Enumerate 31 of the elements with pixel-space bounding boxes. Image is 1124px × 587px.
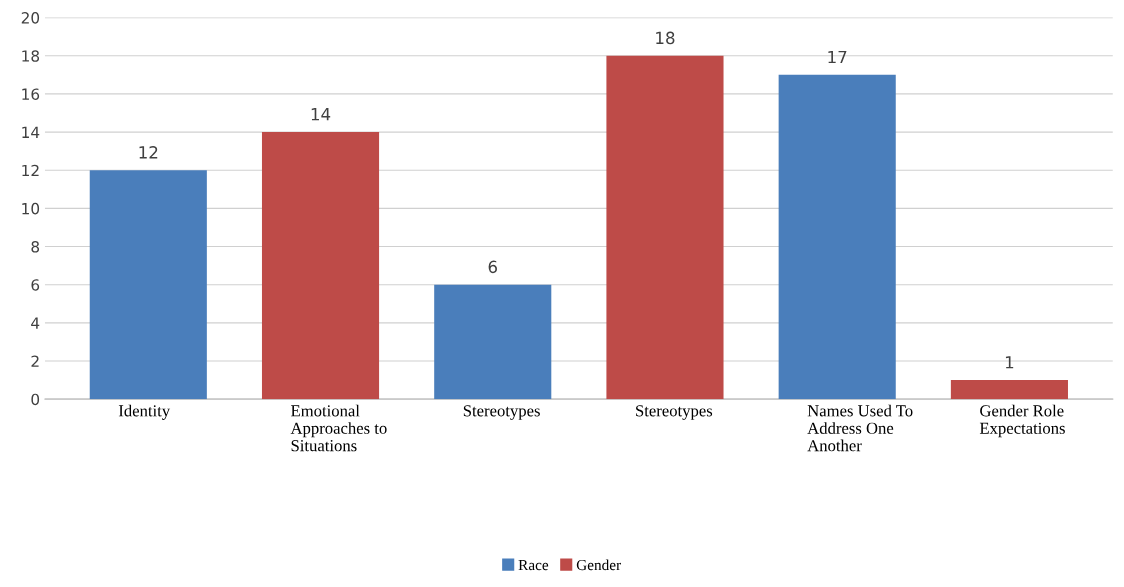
y-tick-label: 6 [31,279,40,291]
x-tick-label: Identity [118,404,171,420]
data-label: 12 [139,146,158,159]
y-tick-label: 16 [22,88,40,100]
data-label: 6 [488,260,497,274]
x-tick-label: Emotional Approaches to Situations [290,404,387,452]
data-label: 18 [656,31,675,45]
x-tick-label: Stereotypes [463,405,540,420]
y-tick-label: 4 [31,317,40,329]
y-tick-label: 20 [21,12,40,24]
x-tick-label: Names Used To Address One Another [807,404,913,452]
y-tick-label: 10 [22,202,40,215]
y-tick-label: 12 [22,164,39,177]
bar [606,55,724,400]
bar [89,170,207,400]
data-label: 14 [311,108,331,121]
y-tick-label: 8 [31,241,40,253]
legend-label: Race [518,559,549,571]
x-tick-label: Gender Role Expectations [979,404,1065,438]
y-tick-label: 18 [22,50,40,62]
data-label: 1 [1005,356,1014,369]
bar [261,132,380,400]
y-tick-label: 0 [31,393,40,406]
bar [434,284,552,400]
bar [950,380,1068,400]
bar [778,74,896,400]
y-tick-label: 14 [22,126,40,138]
legend-label: Gender [576,559,621,571]
x-tick-label: Stereotypes [636,405,713,420]
y-tick-label: 2 [31,355,39,367]
data-label: 17 [828,50,847,64]
